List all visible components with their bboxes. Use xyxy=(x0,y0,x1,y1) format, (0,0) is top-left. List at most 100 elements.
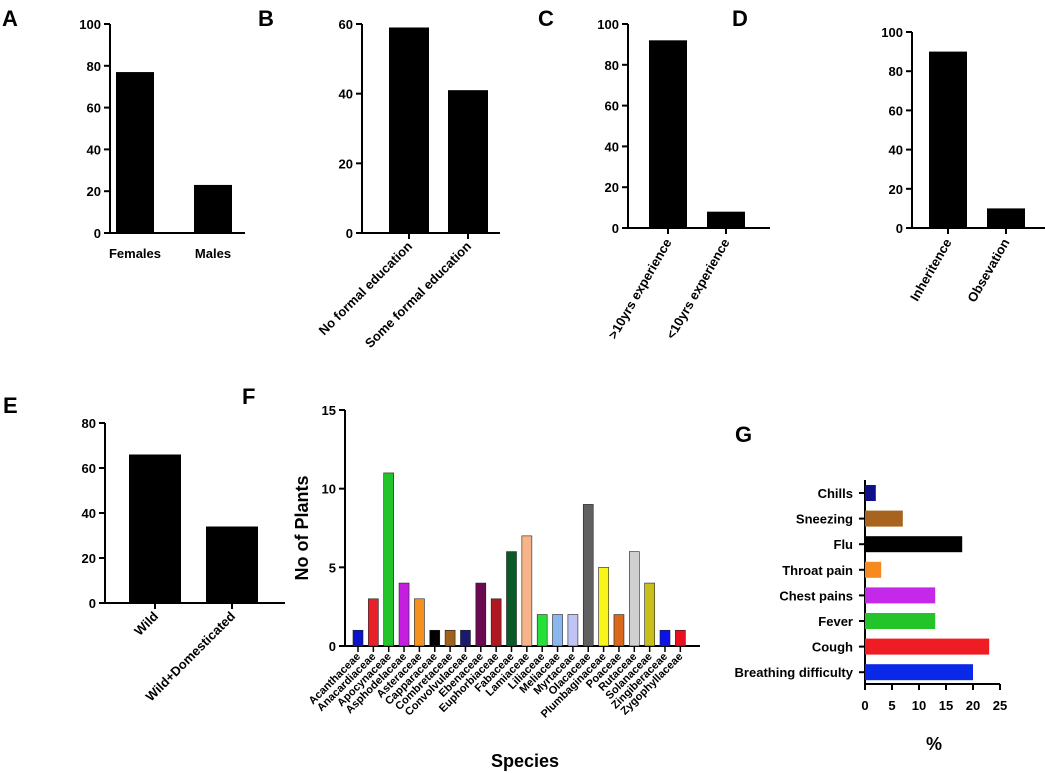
y-tick-label-E: 60 xyxy=(82,461,96,476)
bar-B-0 xyxy=(389,27,429,233)
bar-F-18 xyxy=(628,551,640,647)
panel-label-F: F xyxy=(242,384,255,409)
category-label-D: Obsevation xyxy=(964,236,1012,305)
y-axis-title-F: No of Plants xyxy=(292,475,312,580)
y-tick-label-D: 0 xyxy=(896,221,903,236)
bar-A-1 xyxy=(194,184,232,233)
bar-A-0 xyxy=(116,72,154,233)
bar-G-0 xyxy=(865,485,876,501)
bar-G-5 xyxy=(865,613,936,629)
bar-G-3 xyxy=(865,561,882,578)
y-tick-label-D: 100 xyxy=(881,25,903,40)
y-tick-label-C: 20 xyxy=(605,180,619,195)
y-tick-label-D: 80 xyxy=(889,64,903,79)
bar-F-19 xyxy=(644,582,655,647)
category-label-C: <10yrs experience xyxy=(663,236,733,341)
category-label-E: Wild xyxy=(131,608,161,638)
category-label-D: Inheritence xyxy=(907,236,955,304)
y-tick-label-D: 20 xyxy=(889,182,903,197)
x-tick-label-G: 10 xyxy=(912,698,926,713)
panel-label-E: E xyxy=(3,393,18,418)
bar-C-1 xyxy=(707,211,745,228)
y-tick-label-F: 10 xyxy=(322,482,336,497)
category-label-G: Breathing difficulty xyxy=(735,665,854,680)
x-axis-title-G: % xyxy=(926,734,942,754)
x-axis-title-F: Species xyxy=(491,751,559,771)
y-tick-label-C: 0 xyxy=(612,221,619,236)
bar-F-3 xyxy=(398,582,410,647)
y-tick-label-C: 60 xyxy=(605,99,619,114)
bar-F-9 xyxy=(490,598,502,647)
category-label-G: Fever xyxy=(818,614,853,629)
panel-label-D: D xyxy=(732,6,748,31)
bar-F-13 xyxy=(552,614,563,647)
y-tick-label-F: 15 xyxy=(322,403,336,418)
bar-F-7 xyxy=(460,629,471,647)
bar-D-0 xyxy=(929,51,967,228)
y-tick-label-D: 60 xyxy=(889,103,903,118)
bar-F-16 xyxy=(598,567,609,647)
panel-label-G: G xyxy=(735,422,752,447)
category-label-A: Males xyxy=(195,246,231,261)
bar-F-15 xyxy=(582,504,594,647)
bar-F-17 xyxy=(613,614,625,647)
bar-F-10 xyxy=(506,551,517,647)
panel-label-C: C xyxy=(538,6,554,31)
bar-F-6 xyxy=(444,629,456,647)
x-tick-label-G: 20 xyxy=(966,698,980,713)
panel-label-A: A xyxy=(2,6,18,31)
y-tick-label-A: 100 xyxy=(79,17,101,32)
x-tick-label-G: 15 xyxy=(939,698,953,713)
y-tick-label-E: 80 xyxy=(82,416,96,431)
category-label-G: Flu xyxy=(834,537,854,552)
y-tick-label-C: 80 xyxy=(605,58,619,73)
bar-F-8 xyxy=(475,582,487,647)
bar-B-1 xyxy=(448,90,488,233)
y-tick-label-A: 80 xyxy=(87,59,101,74)
y-tick-label-D: 40 xyxy=(889,143,903,158)
bar-F-1 xyxy=(368,598,379,647)
category-label-G: Sneezing xyxy=(796,512,853,527)
bar-F-20 xyxy=(659,629,671,647)
category-label-A: Females xyxy=(109,246,161,261)
x-tick-label-G: 25 xyxy=(993,698,1007,713)
bar-F-14 xyxy=(567,614,579,647)
y-tick-label-A: 60 xyxy=(87,101,101,116)
bar-F-21 xyxy=(675,629,686,647)
bar-F-11 xyxy=(521,535,533,647)
bar-G-2 xyxy=(865,536,963,553)
x-tick-label-G: 5 xyxy=(888,698,895,713)
y-tick-label-F: 5 xyxy=(329,560,336,575)
bar-G-4 xyxy=(865,587,936,604)
bar-G-1 xyxy=(865,510,903,527)
x-tick-label-G: 0 xyxy=(861,698,868,713)
category-label-B: Some formal education xyxy=(362,238,474,350)
bar-E-1 xyxy=(206,526,258,603)
category-label-G: Cough xyxy=(812,640,853,655)
y-tick-label-B: 0 xyxy=(346,226,353,241)
panel-label-B: B xyxy=(258,6,274,31)
y-tick-label-B: 40 xyxy=(339,87,353,102)
category-label-G: Throat pain xyxy=(782,563,853,578)
y-tick-label-C: 40 xyxy=(605,139,619,154)
y-tick-label-E: 40 xyxy=(82,506,96,521)
y-tick-label-A: 20 xyxy=(87,184,101,199)
bar-G-6 xyxy=(865,638,990,655)
category-label-C: >10yrs experience xyxy=(605,236,675,341)
y-tick-label-B: 20 xyxy=(339,156,353,171)
y-tick-label-E: 20 xyxy=(82,551,96,566)
bar-F-0 xyxy=(352,629,364,647)
y-tick-label-E: 0 xyxy=(89,596,96,611)
bar-F-12 xyxy=(536,614,548,647)
category-label-B: No formal education xyxy=(316,238,416,338)
category-label-G: Chest pains xyxy=(779,588,853,603)
bar-F-5 xyxy=(429,629,441,647)
bar-C-0 xyxy=(649,40,687,228)
bar-E-0 xyxy=(129,454,181,603)
y-tick-label-A: 40 xyxy=(87,142,101,157)
bar-F-2 xyxy=(383,472,395,647)
y-tick-label-C: 100 xyxy=(597,17,619,32)
category-label-G: Chills xyxy=(818,486,853,501)
y-tick-label-F: 0 xyxy=(329,639,336,654)
